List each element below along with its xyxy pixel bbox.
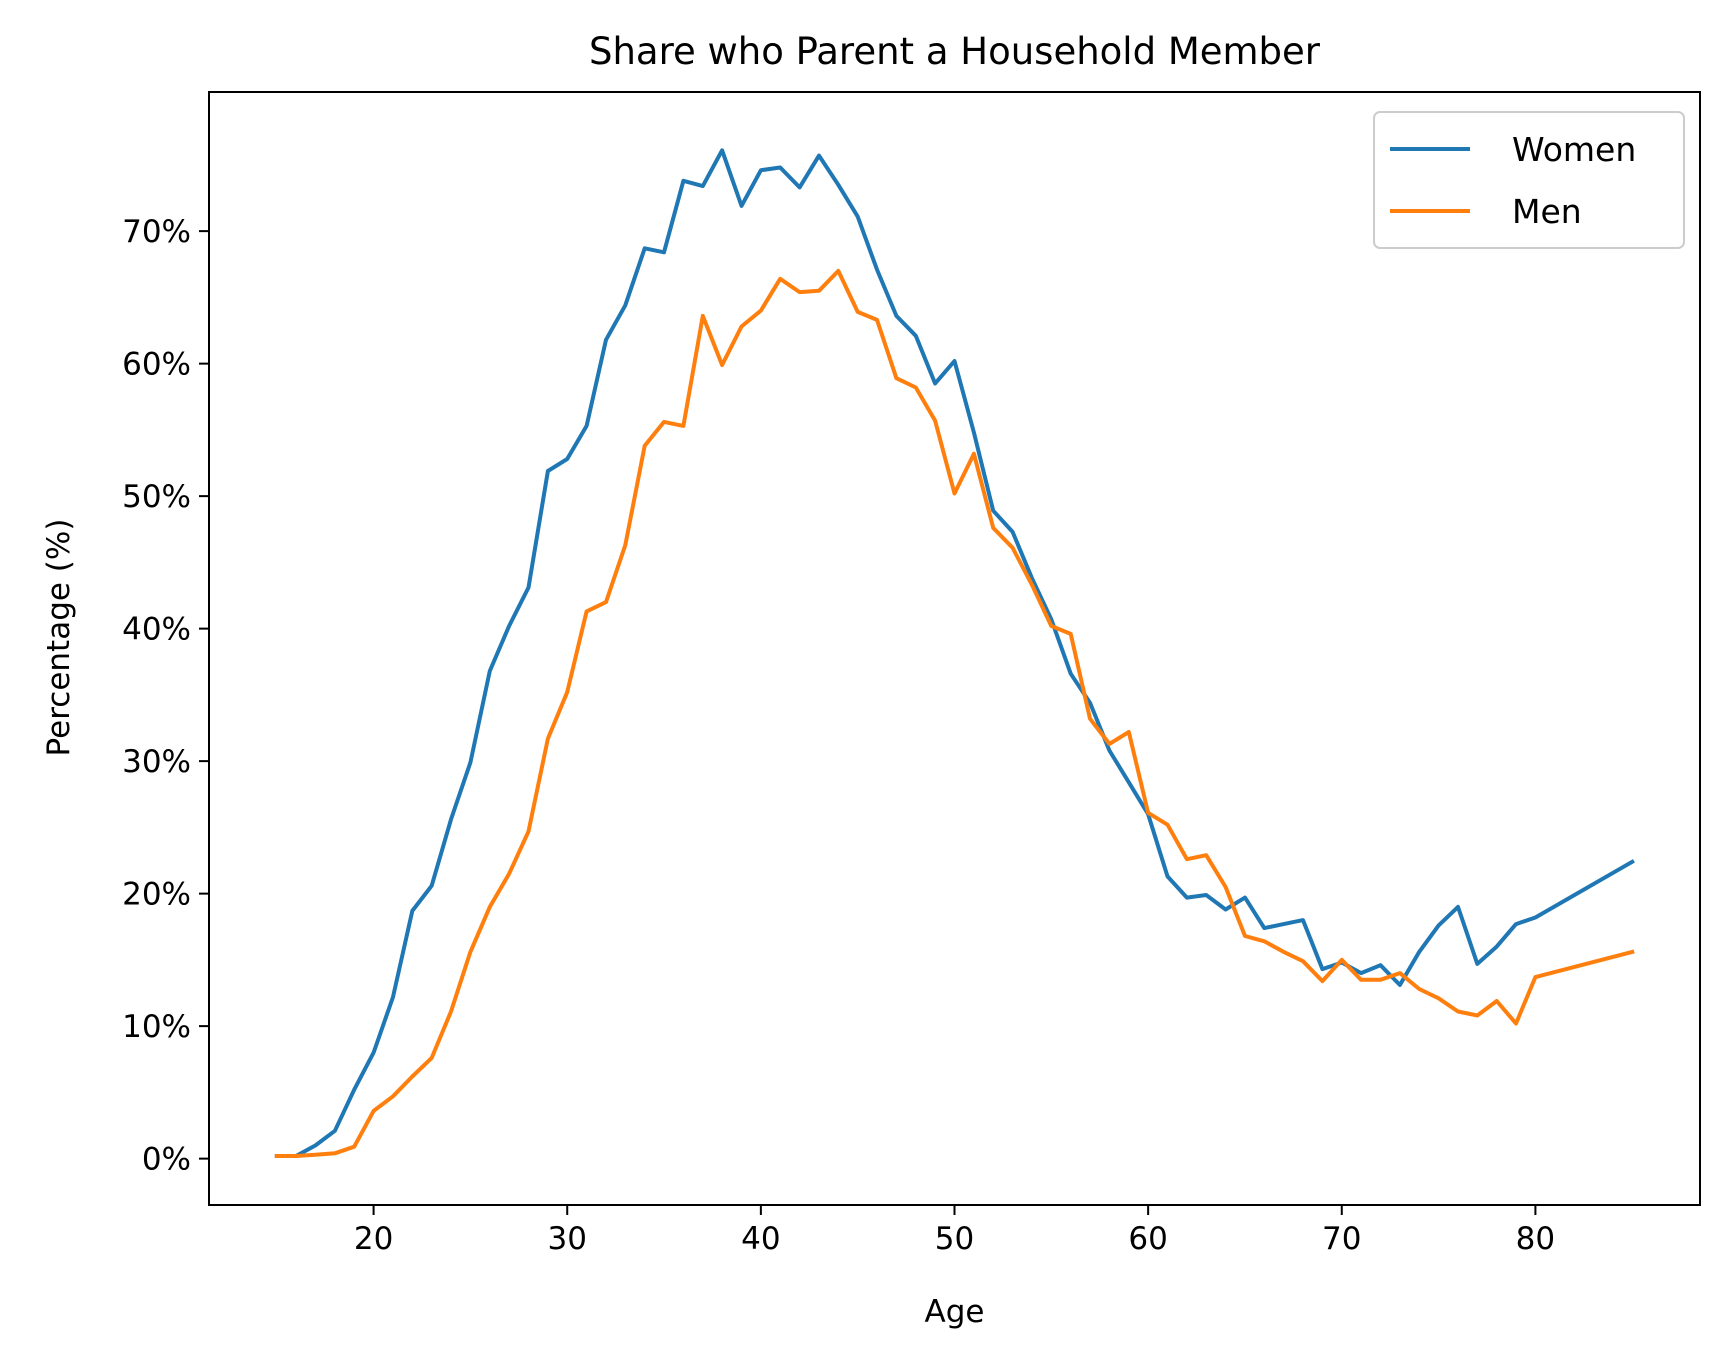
series-layer	[274, 148, 1635, 1158]
legend-label-men: Men	[1512, 192, 1582, 231]
y-axis: 0% 10% 20% 30% 40% 50% 60% 70%	[122, 214, 209, 1178]
y-tick-label: 30%	[122, 744, 191, 780]
y-tick-label: 10%	[122, 1009, 191, 1045]
x-axis: 20 30 40 50 60 70 80	[354, 1205, 1555, 1257]
x-tick-label: 70	[1322, 1221, 1361, 1257]
chart-title: Share who Parent a Household Member	[589, 30, 1321, 73]
y-axis-label: Percentage (%)	[41, 519, 77, 757]
series-line-women	[274, 148, 1635, 1158]
x-tick-label: 60	[1128, 1221, 1167, 1257]
plot-frame	[208, 91, 1701, 1206]
x-tick-label: 50	[935, 1221, 974, 1257]
y-tick-label: 20%	[122, 877, 191, 913]
legend-box	[1373, 111, 1685, 249]
legend: Women Men	[1373, 111, 1685, 249]
x-tick-label: 80	[1516, 1221, 1555, 1257]
y-tick-label: 70%	[122, 214, 191, 250]
series-line-men	[274, 268, 1635, 1158]
y-tick-label: 40%	[122, 612, 191, 648]
x-tick-label: 40	[741, 1221, 780, 1257]
x-tick-label: 20	[354, 1221, 393, 1257]
x-axis-label: Age	[925, 1294, 985, 1330]
y-tick-label: 0%	[142, 1142, 191, 1178]
x-tick-label: 30	[548, 1221, 587, 1257]
y-tick-label: 50%	[122, 479, 191, 515]
legend-label-women: Women	[1512, 130, 1636, 169]
y-tick-label: 60%	[122, 347, 191, 383]
